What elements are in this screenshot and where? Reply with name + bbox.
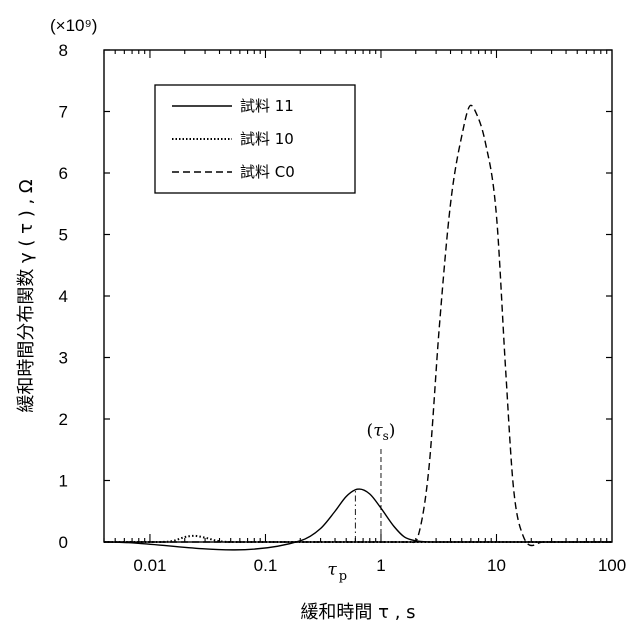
y-tick-label: 2 — [59, 410, 68, 429]
y-tick-label: 4 — [59, 287, 68, 306]
y-axis-label: 緩和時間分布関数 γ ( τ ) , Ω — [16, 179, 37, 413]
series-line-dotted — [104, 536, 612, 542]
legend: 試料 11 試料 10 試料 C0 — [155, 85, 355, 193]
y-tick-label: 1 — [59, 472, 68, 491]
x-tick-label: 10 — [487, 556, 506, 575]
tau-p-label: τp — [327, 560, 347, 584]
x-axis-label: 緩和時間 τ , s — [300, 602, 415, 623]
legend-label-sample-10: 試料 10 — [240, 130, 294, 148]
y-tick-label: 5 — [59, 226, 68, 245]
y-tick-label: 3 — [59, 349, 68, 368]
x-tick-label: 0.01 — [133, 556, 166, 575]
legend-label-sample-11: 試料 11 — [240, 97, 294, 115]
y-tick-label: 0 — [59, 533, 68, 552]
y-tick-label: 6 — [59, 164, 68, 183]
y-tick-label: 7 — [59, 103, 68, 122]
x-tick-label: 100 — [598, 556, 626, 575]
legend-label-sample-c0: 試料 C0 — [240, 163, 295, 181]
y-tick-label: 8 — [59, 41, 68, 60]
series-line-solid — [104, 489, 612, 550]
y-multiplier-label: (×10⁹) — [50, 16, 97, 35]
x-tick-label: 0.1 — [254, 556, 278, 575]
tau-s-label: (τs) — [367, 421, 396, 443]
x-tick-label: 1 — [376, 556, 385, 575]
